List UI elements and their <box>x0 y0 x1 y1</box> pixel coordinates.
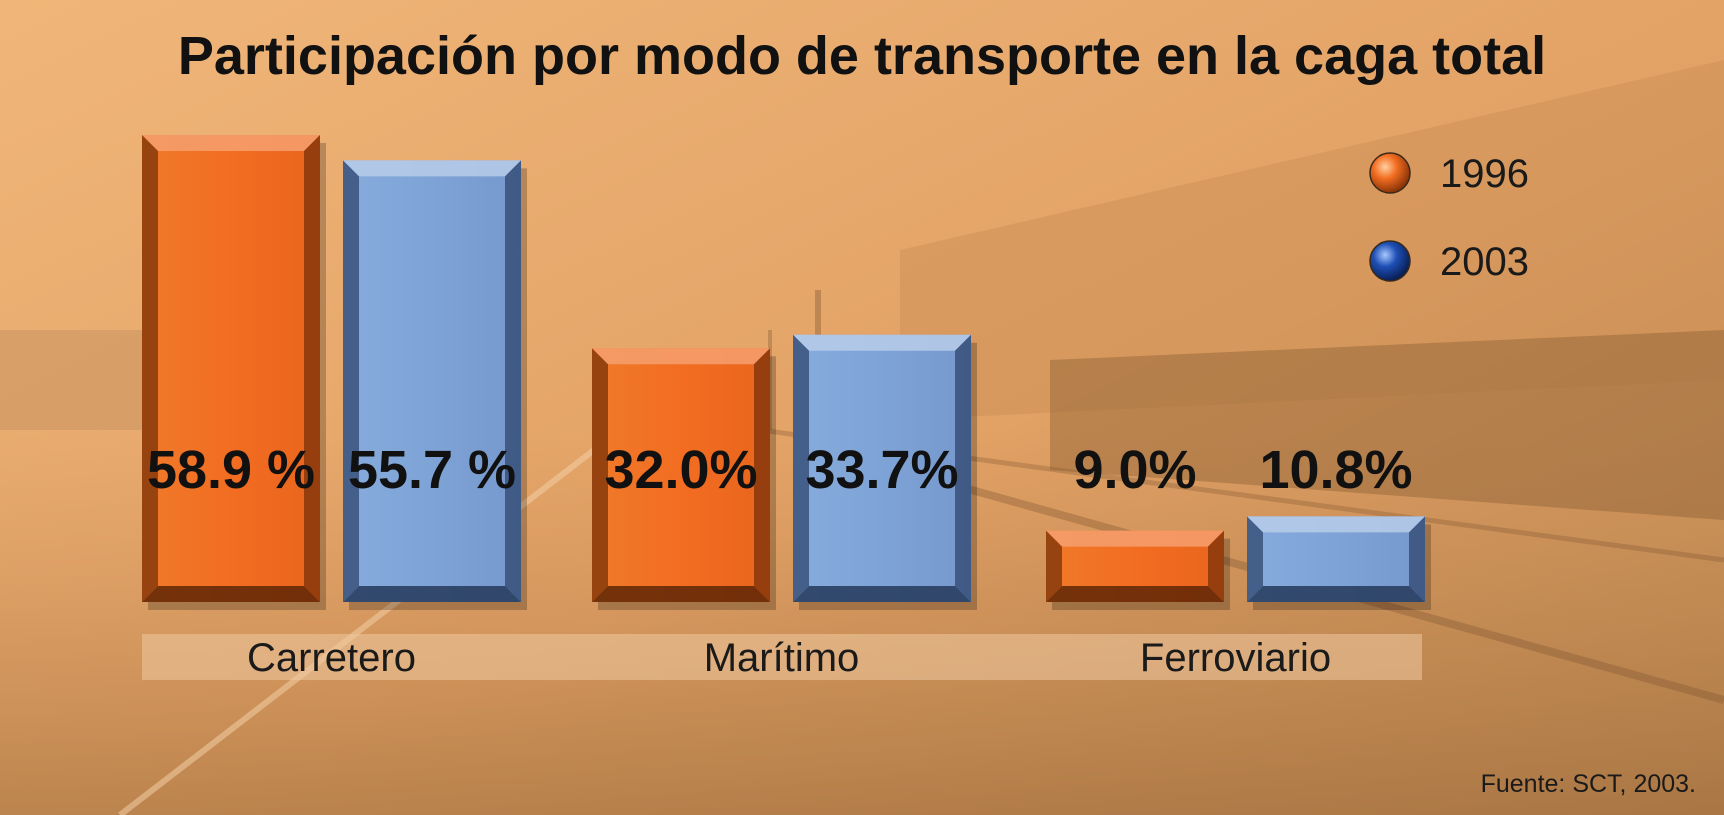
bar-carretero-2003 <box>343 160 527 610</box>
legend-swatch-2003 <box>1369 240 1411 282</box>
bar-bevel-right <box>754 348 770 602</box>
legend-label-1996: 1996 <box>1440 152 1529 196</box>
value-label-maritimo-1996: 32.0% <box>604 440 757 500</box>
category-label-carretero: Carretero <box>247 636 416 680</box>
category-label-ferroviario: Ferroviario <box>1140 636 1331 680</box>
bar-face <box>592 348 770 602</box>
bar-bevel-top <box>1247 516 1425 533</box>
bar-face <box>142 135 320 602</box>
value-label-maritimo-2003: 33.7% <box>805 440 958 500</box>
bar-bevel-left <box>1046 530 1062 602</box>
bar-ferroviario-1996 <box>1046 530 1230 610</box>
value-label-carretero-1996: 58.9 % <box>147 440 315 500</box>
bar-bevel-top <box>793 334 971 351</box>
bar-bevel-top <box>592 348 770 365</box>
source-note: Fuente: SCT, 2003. <box>1481 770 1696 798</box>
bar-bevel-left <box>1247 516 1263 602</box>
bar-bevel-right <box>304 135 320 602</box>
bar-bevel-right <box>505 160 521 602</box>
bar-ferroviario-2003 <box>1247 516 1431 610</box>
legend-swatch-1996 <box>1369 152 1411 194</box>
value-label-ferroviario-2003: 10.8% <box>1259 440 1412 500</box>
bar-bevel-bottom <box>1247 586 1425 602</box>
bar-bevel-bottom <box>1046 586 1224 602</box>
legend-label-2003: 2003 <box>1440 240 1529 284</box>
bar-bevel-top <box>1046 530 1224 547</box>
value-label-ferroviario-1996: 9.0% <box>1073 440 1196 500</box>
bar-bevel-top <box>343 160 521 177</box>
legend-item-2003: 2003 <box>1369 240 1529 284</box>
bar-face <box>343 160 521 602</box>
bar-bevel-left <box>142 135 158 602</box>
bar-bevel-left <box>343 160 359 602</box>
category-band <box>142 634 1422 680</box>
bar-carretero-1996 <box>142 135 326 610</box>
bar-bevel-top <box>142 135 320 151</box>
bar-bevel-bottom <box>592 586 770 602</box>
bar-bevel-left <box>793 334 809 602</box>
bar-maritimo-1996 <box>592 348 776 610</box>
bar-bevel-left <box>592 348 608 602</box>
value-label-carretero-2003: 55.7 % <box>348 440 516 500</box>
bar-bevel-bottom <box>343 586 521 602</box>
bar-bevel-right <box>955 334 971 602</box>
legend-item-1996: 1996 <box>1369 152 1529 196</box>
chart-title: Participación por modo de transporte en … <box>178 26 1546 86</box>
category-label-maritimo: Marítimo <box>704 636 860 680</box>
bar-bevel-right <box>1409 516 1425 602</box>
bar-bevel-bottom <box>142 586 320 602</box>
bar-bevel-bottom <box>793 586 971 602</box>
bar-maritimo-2003 <box>793 334 977 610</box>
bar-bevel-right <box>1208 530 1224 602</box>
bar-face <box>793 334 971 602</box>
